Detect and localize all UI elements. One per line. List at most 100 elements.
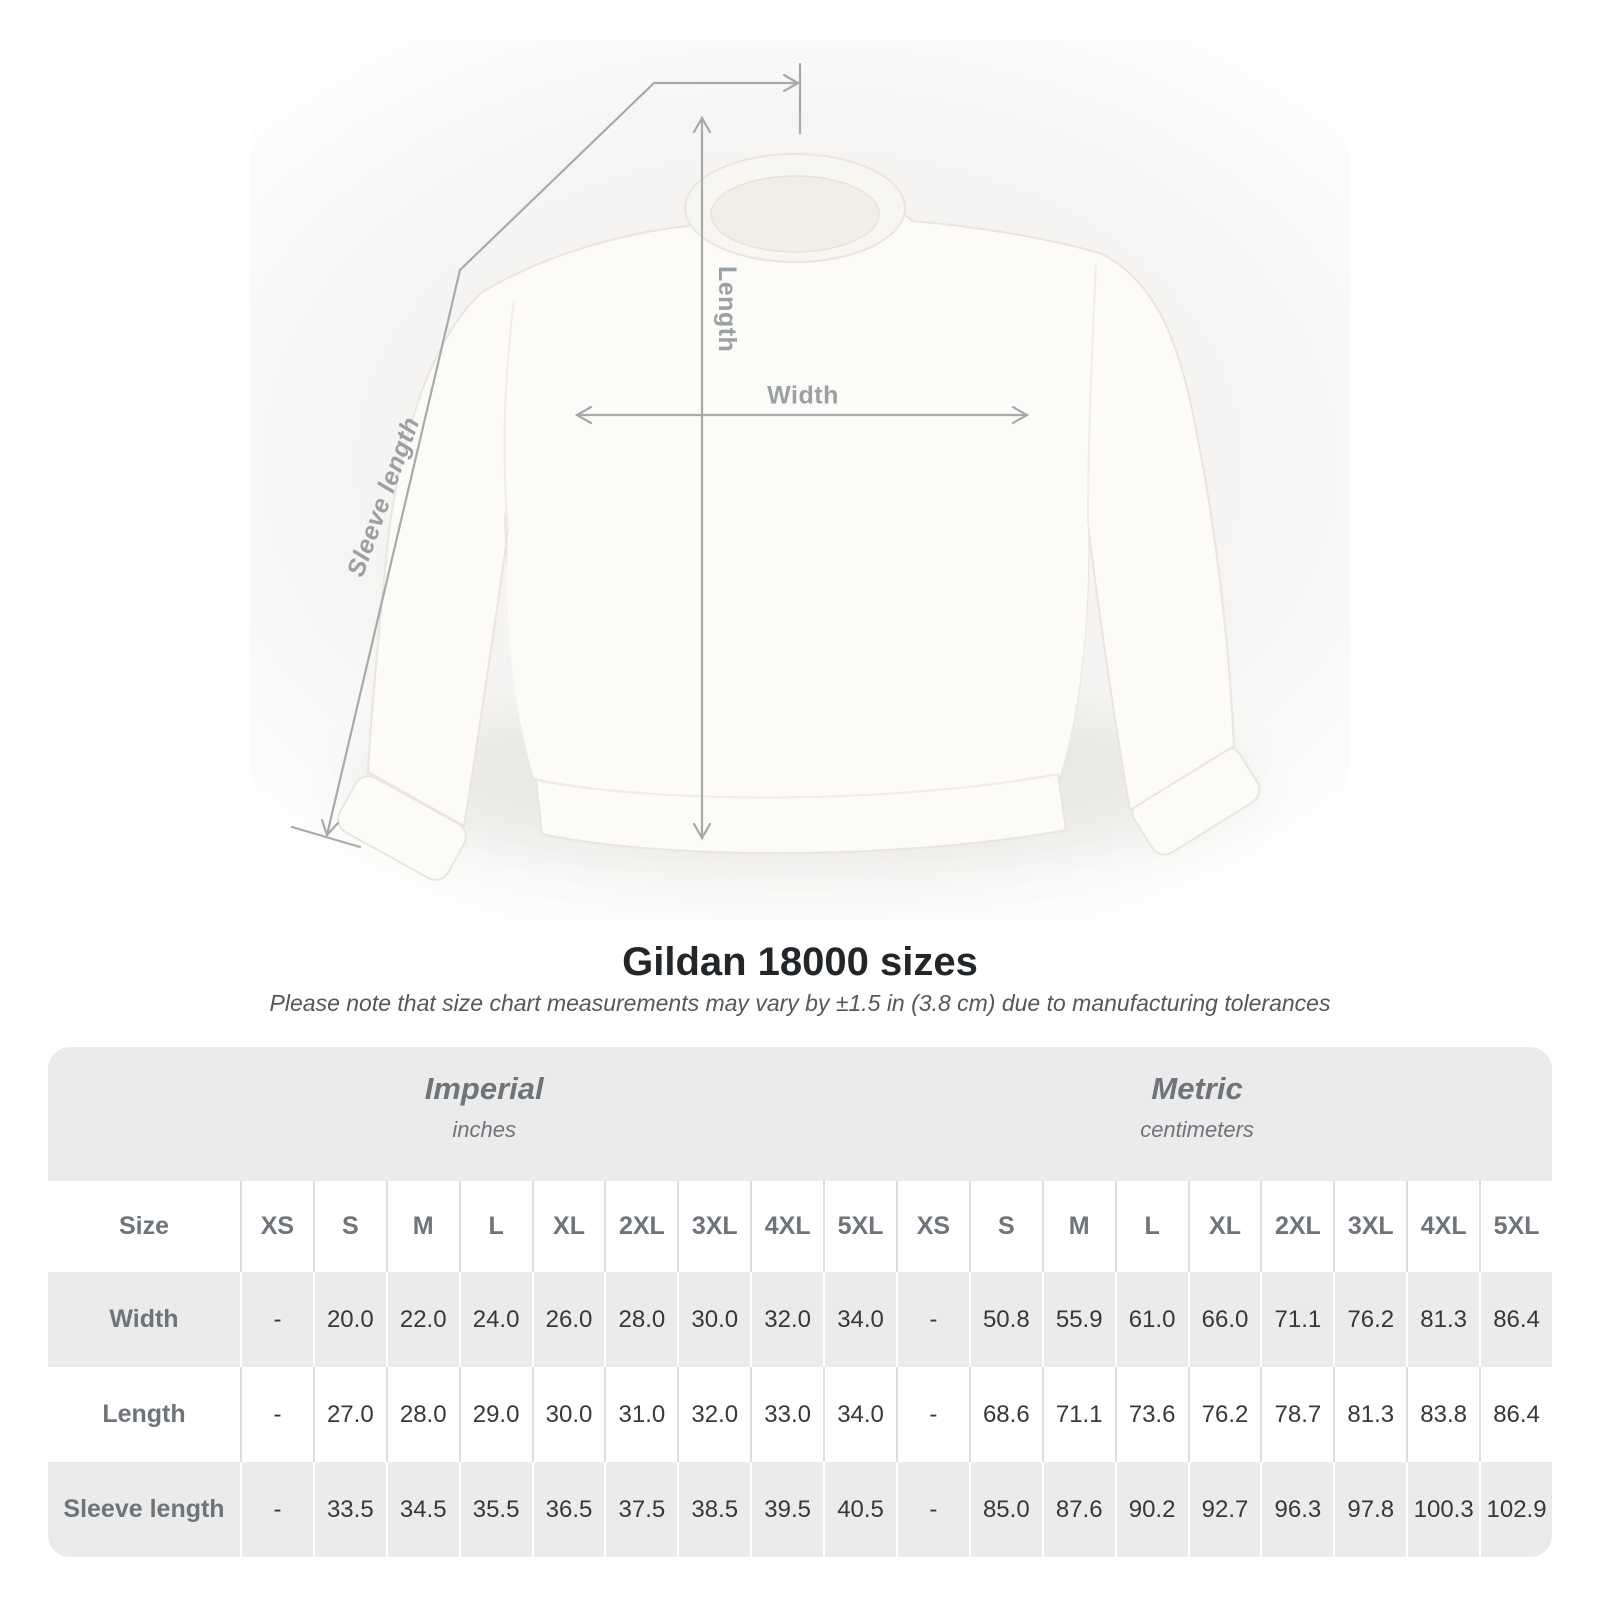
table-cell: - (240, 1462, 313, 1557)
column-header: S (968, 1181, 1042, 1272)
table-cell: 86.4 (1479, 1272, 1552, 1367)
table-cell: - (895, 1272, 969, 1367)
table-cell: 100.3 (1406, 1462, 1479, 1557)
table-cell: 86.4 (1479, 1367, 1552, 1462)
unit-group-imperial: Imperial inches (425, 1071, 544, 1143)
table-cell: 29.0 (458, 1367, 532, 1462)
table-cell: 102.9 (1479, 1462, 1552, 1557)
table-cell: 66.0 (1187, 1272, 1261, 1367)
table-cell: 39.5 (750, 1462, 823, 1557)
column-header: M (1041, 1181, 1115, 1272)
tolerance-note: Please note that size chart measurements… (269, 990, 1331, 1016)
left-cuff (337, 775, 467, 881)
column-header: 3XL (1333, 1181, 1406, 1272)
column-header: L (458, 1181, 532, 1272)
seam-lines (503, 263, 1097, 799)
column-header: 4XL (1406, 1181, 1479, 1272)
table-cell: 83.8 (1406, 1367, 1479, 1462)
table-cell: - (895, 1462, 969, 1557)
table-cell: 28.0 (385, 1367, 459, 1462)
table-cell: 76.2 (1333, 1272, 1406, 1367)
imperial-unit: inches (452, 1117, 516, 1142)
table-cell: 92.7 (1187, 1462, 1261, 1557)
measurement-lines (290, 62, 1030, 849)
table-cell: 35.5 (458, 1462, 532, 1557)
table-cell: 81.3 (1406, 1272, 1479, 1367)
table-cell: 50.8 (968, 1272, 1042, 1367)
size-table: Imperial inches Metric centimeters Size … (48, 1047, 1552, 1557)
row-label: Sleeve length (63, 1495, 225, 1523)
column-header: M (385, 1181, 459, 1272)
row-label: Length (102, 1400, 186, 1428)
table-row-width: Width - 20.0 22.0 24.0 26.0 28.0 30.0 32… (48, 1272, 1552, 1367)
column-header: 4XL (750, 1181, 823, 1272)
table-cell: - (895, 1367, 969, 1462)
sleeve-length-arrow (290, 62, 802, 849)
width-measure-label: Width (767, 381, 839, 410)
table-cell: 87.6 (1041, 1462, 1115, 1557)
column-header: L (1114, 1181, 1188, 1272)
table-cell: 85.0 (968, 1462, 1042, 1557)
product-photo: Length Width Sleeve length (250, 40, 1350, 920)
table-cell: 40.5 (823, 1462, 896, 1557)
table-cell: 26.0 (531, 1272, 605, 1367)
table-cell: 71.1 (1260, 1272, 1333, 1367)
column-header: XL (531, 1181, 605, 1272)
table-cell: 34.0 (823, 1272, 896, 1367)
table-cell: 24.0 (458, 1272, 532, 1367)
table-cell: 71.1 (1041, 1367, 1115, 1462)
unit-group-metric: Metric centimeters (1140, 1071, 1254, 1143)
column-header: 5XL (823, 1181, 896, 1272)
column-header: XS (895, 1181, 969, 1272)
width-arrow (574, 405, 1030, 425)
column-header: S (312, 1181, 386, 1272)
table-cell: 36.5 (531, 1462, 605, 1557)
column-header: 5XL (1479, 1181, 1552, 1272)
table-cell: 96.3 (1260, 1462, 1333, 1557)
table-cell: 76.2 (1187, 1367, 1261, 1462)
column-header: 3XL (677, 1181, 750, 1272)
table-cell: 22.0 (385, 1272, 459, 1367)
table-cell: 73.6 (1114, 1367, 1188, 1462)
table-row-sleeve-length: Sleeve length - 33.5 34.5 35.5 36.5 37.5… (48, 1462, 1552, 1557)
table-cell: 33.0 (750, 1367, 823, 1462)
table-cell: 61.0 (1114, 1272, 1188, 1367)
table-header-row: Size XS S M L XL 2XL 3XL 4XL 5XL XS S M … (48, 1181, 1552, 1272)
metric-unit: centimeters (1140, 1117, 1254, 1142)
length-arrow (692, 115, 712, 841)
table-cell: - (240, 1272, 313, 1367)
table-cell: 34.0 (823, 1367, 896, 1462)
table-cell: 55.9 (1041, 1272, 1115, 1367)
table-row-length: Length - 27.0 28.0 29.0 30.0 31.0 32.0 3… (48, 1367, 1552, 1462)
column-header: XS (240, 1181, 313, 1272)
table-cell: 31.0 (604, 1367, 677, 1462)
table-cell: 32.0 (750, 1272, 823, 1367)
table-cell: 90.2 (1114, 1462, 1188, 1557)
table-cell: - (240, 1367, 313, 1462)
imperial-label: Imperial (424, 1071, 544, 1106)
table-cell: 20.0 (312, 1272, 386, 1367)
table-cell: 68.6 (968, 1367, 1042, 1462)
table-cell: 32.0 (677, 1367, 750, 1462)
body-panel (507, 515, 1089, 799)
unit-header-band: Imperial inches Metric centimeters (48, 1047, 1552, 1181)
column-header: XL (1187, 1181, 1261, 1272)
table-cell: 33.5 (312, 1462, 386, 1557)
sweatshirt-body (337, 195, 1261, 881)
collar (684, 153, 906, 263)
table-cell: 28.0 (604, 1272, 677, 1367)
column-header-size: Size (118, 1212, 170, 1240)
table-cell: 30.0 (677, 1272, 750, 1367)
metric-label: Metric (1151, 1071, 1243, 1106)
row-label: Width (109, 1305, 179, 1333)
length-measure-label: Length (713, 266, 741, 353)
sweatshirt-illustration (290, 62, 1261, 881)
table-cell: 78.7 (1260, 1367, 1333, 1462)
table-cell: 34.5 (385, 1462, 459, 1557)
table-cell: 38.5 (677, 1462, 750, 1557)
column-header: 2XL (1260, 1181, 1333, 1272)
table-cell: 97.8 (1333, 1462, 1406, 1557)
table-cell: 30.0 (531, 1367, 605, 1462)
table-cell: 81.3 (1333, 1367, 1406, 1462)
page-title: Gildan 18000 sizes (622, 940, 978, 984)
